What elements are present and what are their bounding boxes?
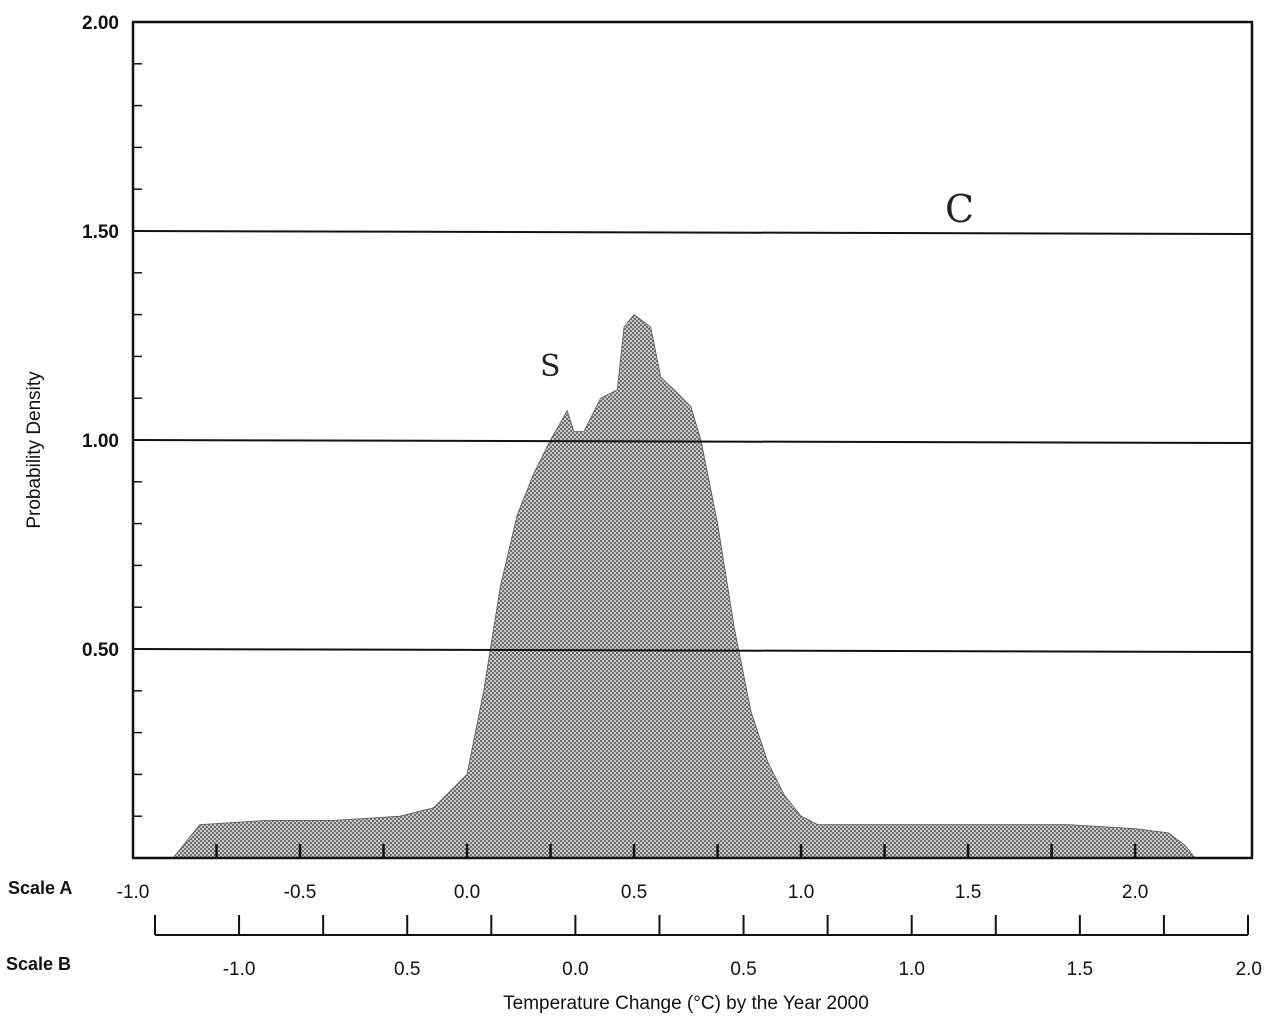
- scale-a-tick-label: 2.0: [1122, 882, 1148, 903]
- scale-b-tick-label: 2.0: [1236, 959, 1262, 980]
- y-tick-label: 1.50: [82, 222, 119, 243]
- scale-a-tick-label: -0.5: [284, 882, 317, 903]
- scale-a-tick-label: 0.5: [621, 882, 647, 903]
- gridline-0: [132, 648, 1253, 653]
- y-tick-label: 0.50: [82, 640, 119, 661]
- scale-a-tick-label: 1.0: [788, 882, 814, 903]
- scale-b-label: Scale B: [6, 954, 71, 974]
- density-area-series-0: [172, 314, 1197, 859]
- scale-b-tick-label: -1.0: [223, 959, 256, 980]
- scale-b-tick-label: 0.5: [730, 959, 756, 980]
- y-tick-label: 1.00: [82, 431, 119, 452]
- handwritten-annotation-s: S: [540, 349, 561, 384]
- scale-a-tick-label: 1.5: [955, 882, 981, 903]
- gridline-2: [132, 230, 1253, 235]
- y-axis-title: Probability Density: [24, 371, 45, 529]
- scale-a-tick-label: -1.0: [117, 882, 150, 903]
- x-axis-title: Temperature Change (°C) by the Year 2000: [503, 993, 869, 1014]
- handwritten-annotation-c: C: [945, 187, 974, 231]
- scale-b-tick-label: 1.0: [898, 959, 924, 980]
- scale-b-tick-label: 0.5: [394, 959, 420, 980]
- scale-a-label: Scale A: [8, 878, 72, 898]
- gridline-1: [132, 439, 1253, 444]
- scale-b-tick-label: 1.5: [1067, 959, 1093, 980]
- y-tick-label: 2.00: [82, 13, 119, 34]
- scale-a-tick-label: 0.0: [454, 882, 480, 903]
- scale-b-tick-label: 0.0: [562, 959, 588, 980]
